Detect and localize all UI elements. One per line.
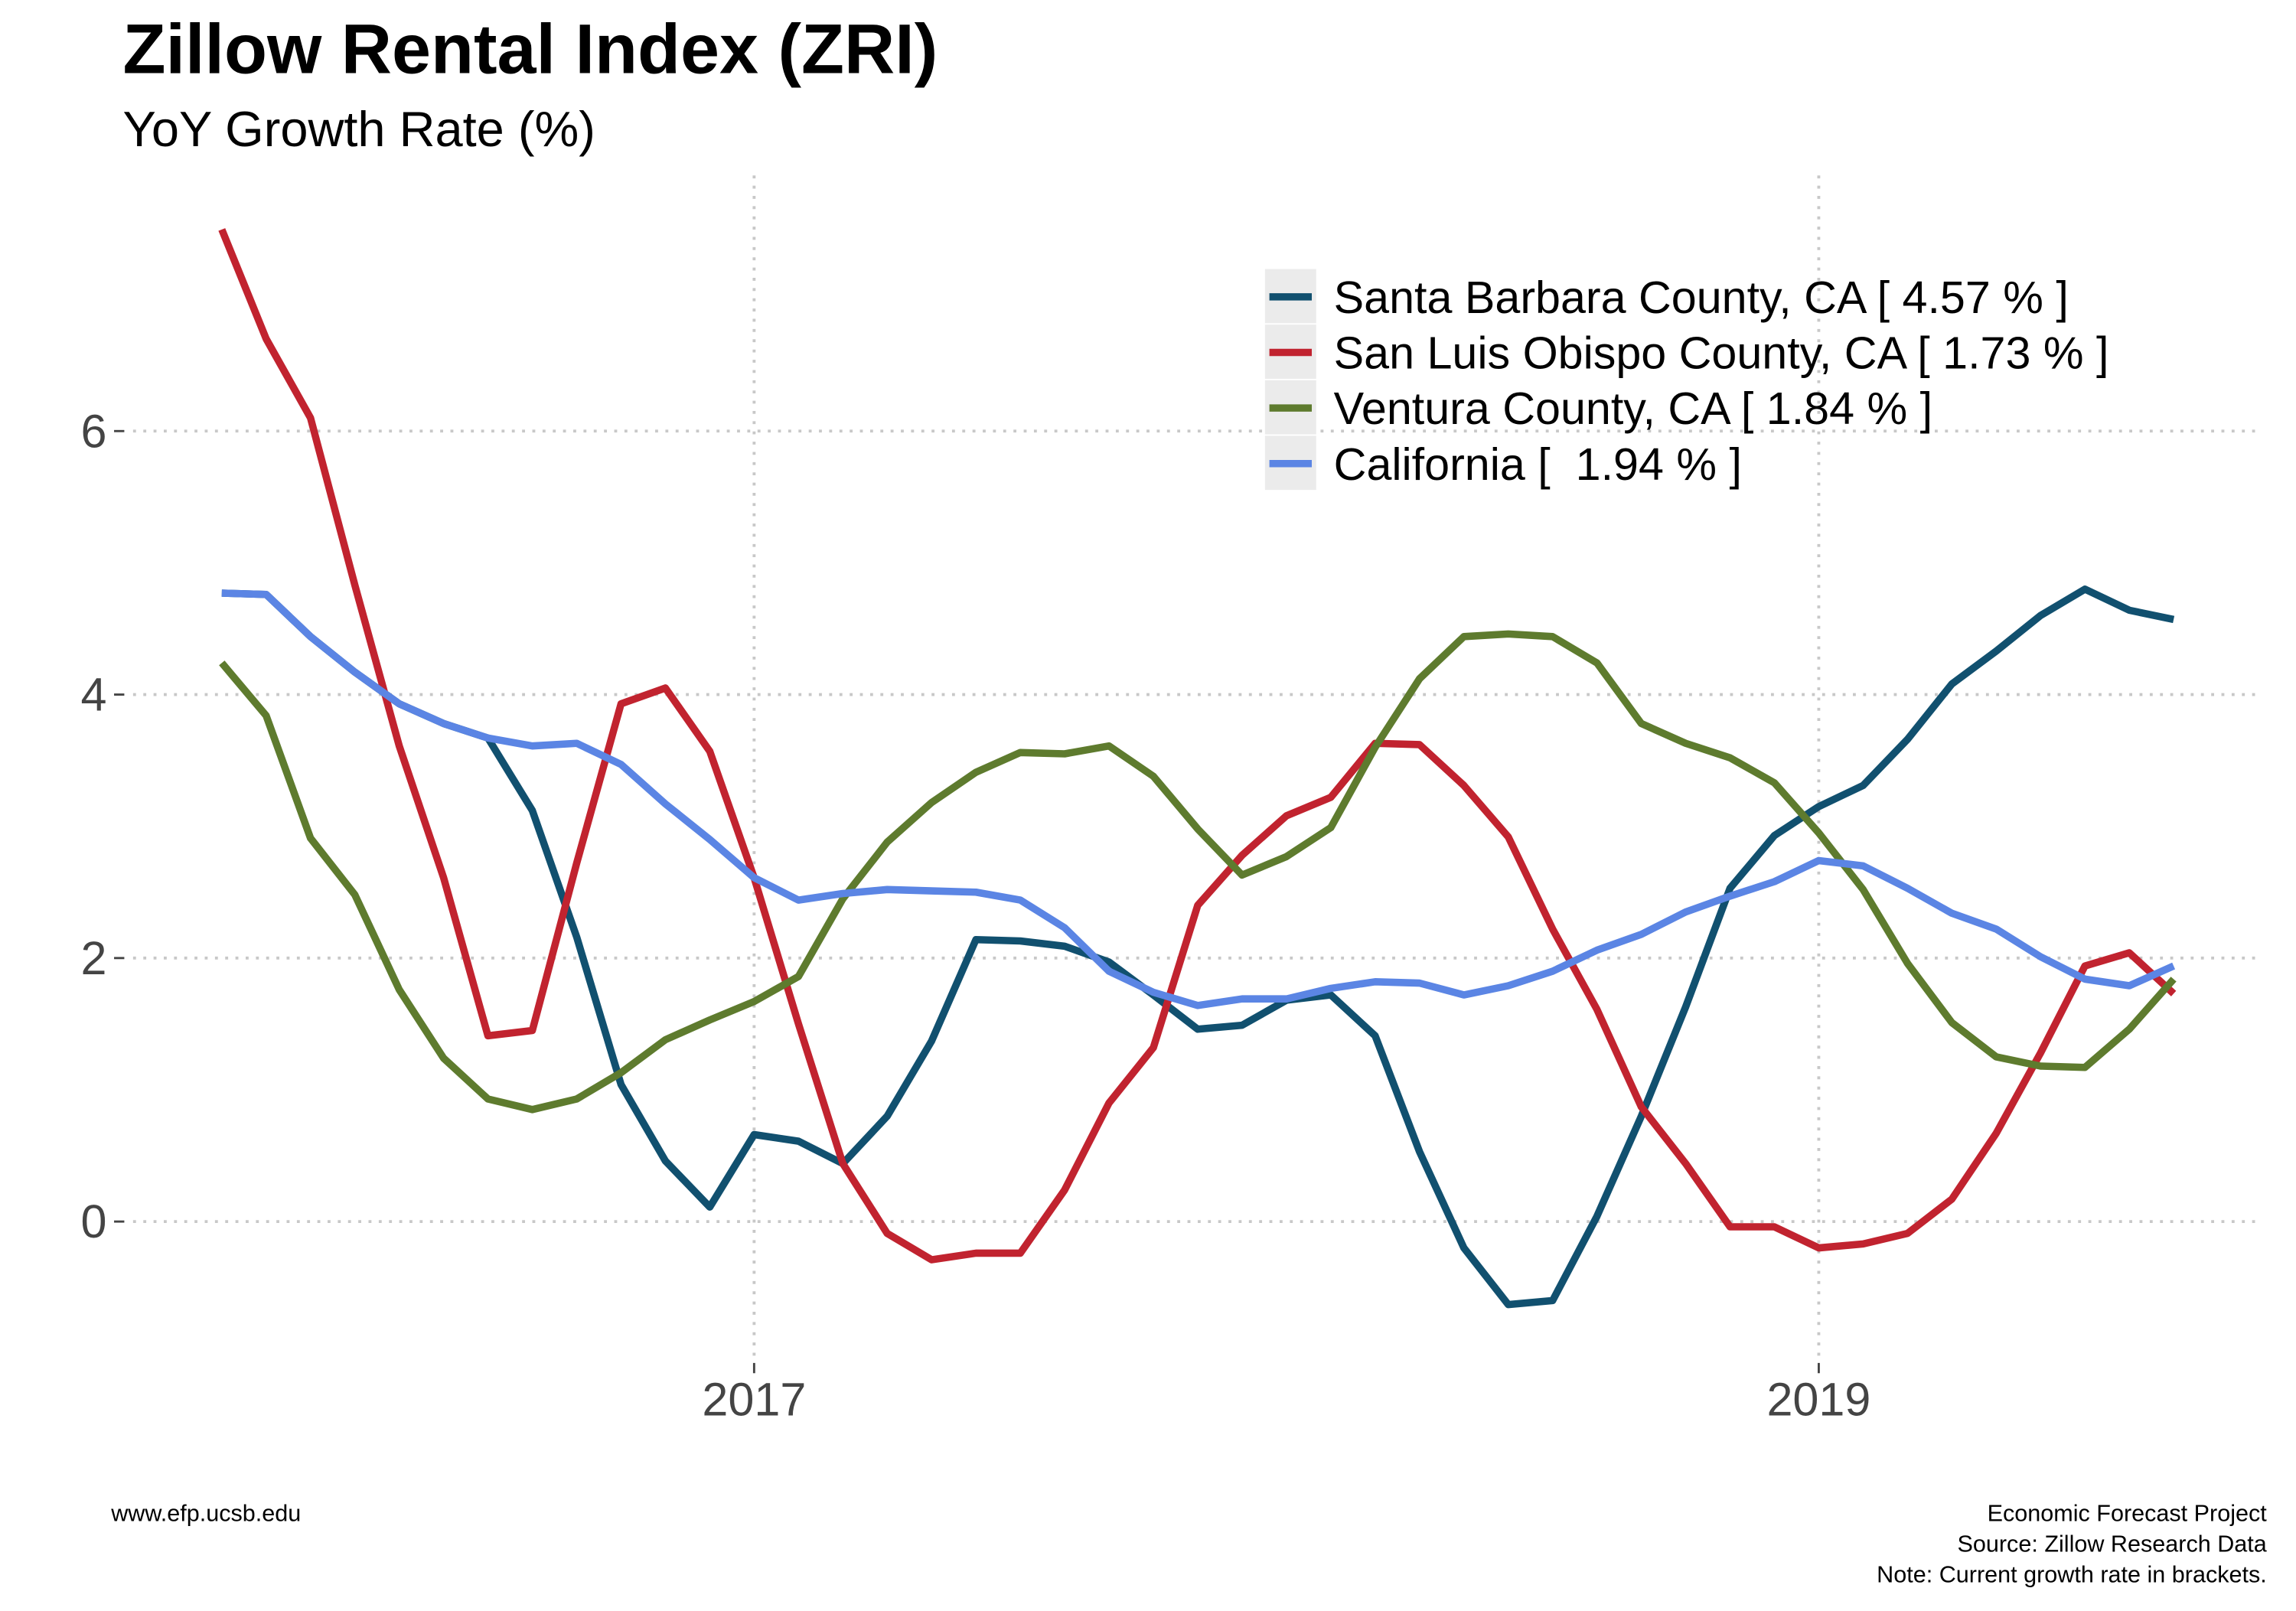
series-line	[221, 585, 2175, 1309]
y-tick-label: 6	[80, 405, 106, 457]
caption-right: Note: Current growth rate in brackets.	[1877, 1562, 2267, 1588]
grid	[132, 175, 2263, 1359]
caption-right: Source: Zillow Research Data	[1958, 1531, 2267, 1557]
x-tick-label: 2017	[702, 1374, 806, 1426]
legend-label: Santa Barbara County, CA [ 4.57 % ]	[1334, 272, 2069, 323]
series-line	[221, 589, 2176, 1009]
legend: Santa Barbara County, CA [ 4.57 % ]San L…	[1264, 269, 2109, 491]
chart-title: Zillow Rental Index (ZRI)	[123, 11, 938, 89]
legend-label: California [ 1.94 % ]	[1334, 439, 1742, 490]
legend-label: Ventura County, CA [ 1.84 % ]	[1334, 383, 1932, 434]
x-tick-label: 2019	[1766, 1374, 1870, 1426]
legend-label: San Luis Obispo County, CA [ 1.73 % ]	[1334, 328, 2109, 379]
y-tick-label: 2	[80, 932, 106, 984]
caption-right: Economic Forecast Project	[1988, 1500, 2268, 1526]
y-tick-label: 0	[80, 1195, 106, 1247]
chart-subtitle: YoY Growth Rate (%)	[123, 101, 595, 157]
y-tick-label: 4	[80, 669, 106, 721]
series-line	[218, 228, 2177, 1264]
caption-left: www.efp.ucsb.edu	[110, 1500, 301, 1526]
series-line	[219, 630, 2177, 1114]
